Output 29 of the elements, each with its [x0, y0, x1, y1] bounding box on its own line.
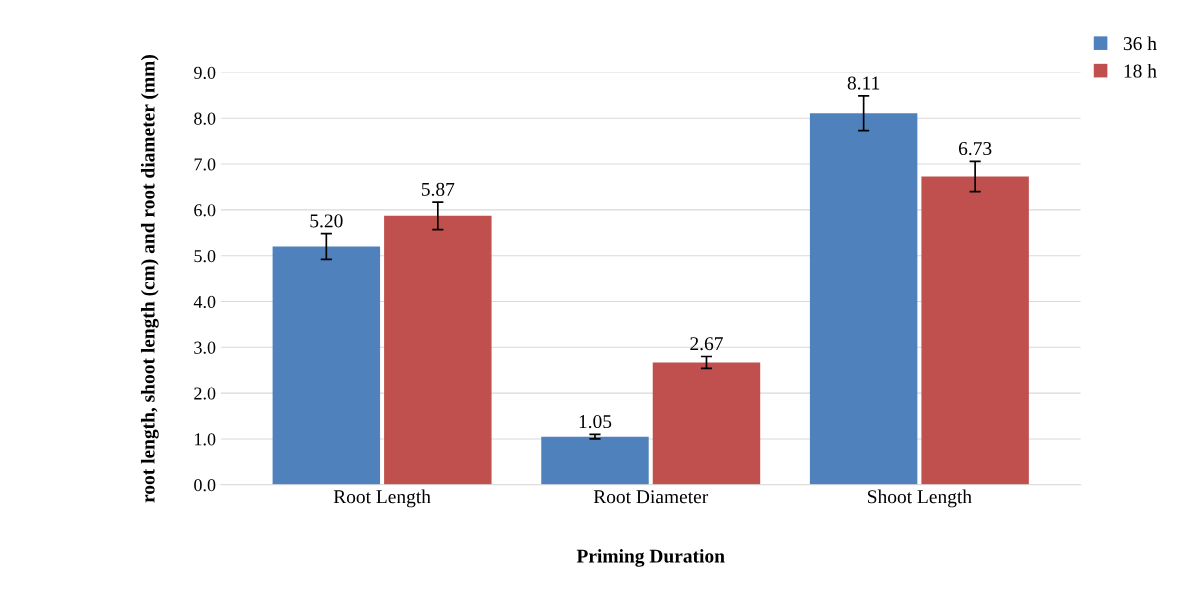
- bar: [809, 113, 918, 485]
- bar: [921, 176, 1029, 485]
- y-tick-label: 8.0: [194, 112, 216, 125]
- x-axis-title: Priming Duration: [576, 548, 725, 567]
- data-label: 8.11: [847, 76, 880, 90]
- x-tick-label: Root Diameter: [593, 490, 709, 504]
- y-tick-label: 1.0: [195, 433, 216, 446]
- y-tick-label: 9.0: [194, 66, 216, 79]
- y-tick-label: 4.0: [193, 295, 216, 309]
- y-tick-label: 0.0: [194, 479, 216, 492]
- x-tick-label: Shoot Length: [868, 489, 972, 508]
- y-tick-label: 7.0: [194, 158, 216, 171]
- bar: [652, 362, 761, 485]
- y-axis-title: root length, shoot length (cm) and root diameter (mm): [140, 55, 159, 503]
- legend-label: 36 h: [1123, 36, 1157, 51]
- bar: [272, 246, 381, 485]
- y-tick-label: 3.0: [194, 341, 216, 354]
- bar: [541, 436, 649, 485]
- bar: [384, 215, 492, 485]
- legend-label: 18 h: [1124, 63, 1157, 78]
- data-label: 5.87: [421, 182, 455, 196]
- y-tick-label: 5.0: [194, 249, 216, 263]
- x-tick-label: Root Length: [333, 489, 431, 508]
- data-label: 6.73: [958, 142, 992, 156]
- data-label: 5.20: [310, 214, 343, 228]
- y-tick-label: 6.0: [194, 204, 216, 217]
- y-tick-label: 2.0: [194, 387, 216, 400]
- data-label: 2.67: [690, 337, 723, 351]
- data-label: 1.05: [579, 414, 612, 429]
